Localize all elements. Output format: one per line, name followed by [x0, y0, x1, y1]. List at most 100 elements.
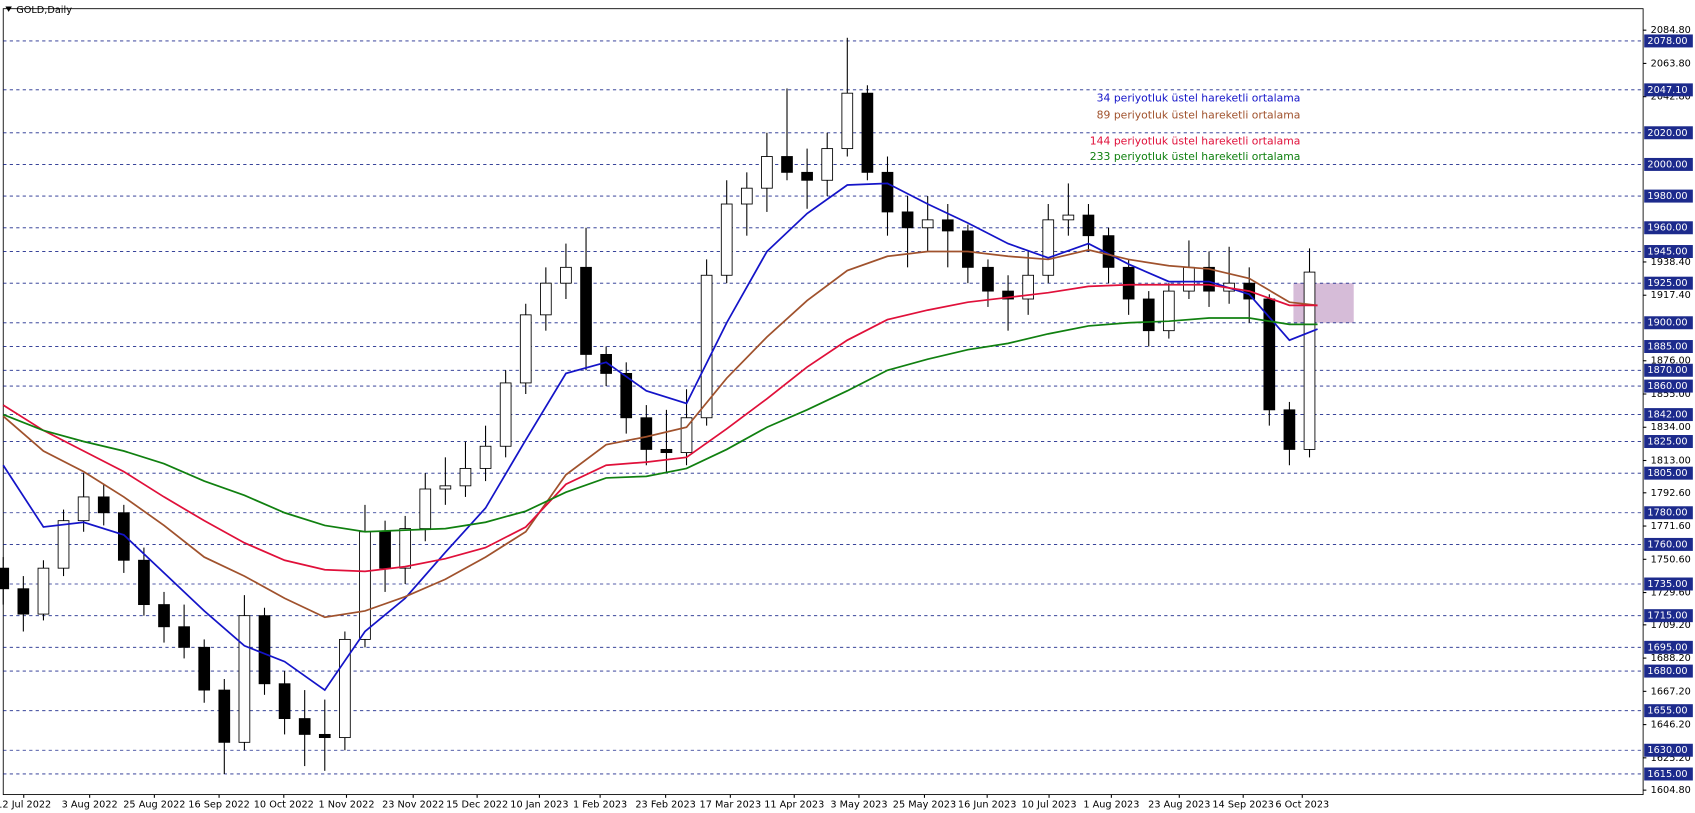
x-tick-label: 16 Sep 2022: [188, 799, 250, 810]
candle-body: [740, 187, 753, 205]
level-label-box: [1644, 767, 1693, 781]
candle-body: [419, 488, 432, 530]
candle-body: [278, 683, 291, 720]
x-tick-label: 3 Aug 2022: [62, 799, 118, 810]
level-label-box: [1644, 664, 1693, 678]
candle-body: [1283, 409, 1296, 450]
level-label: 1825.00: [1647, 437, 1687, 448]
level-label-box: [1644, 221, 1693, 235]
candle-body: [560, 266, 572, 284]
level-label: 1780.00: [1647, 508, 1687, 519]
chart-title: GOLD,Daily: [16, 5, 72, 16]
y-tick-label: 1855.00: [1651, 389, 1691, 400]
candle-body: [198, 646, 211, 691]
level-label-box: [1644, 157, 1693, 171]
candle-body: [580, 266, 592, 355]
candle-body: [1263, 298, 1276, 411]
y-tick-label: 1792.60: [1651, 488, 1691, 499]
x-tick-label: 23 Aug 2023: [1148, 799, 1210, 810]
candle-body: [178, 626, 190, 648]
x-tick-label: 1 Feb 2023: [573, 799, 627, 810]
level-label: 1925.00: [1647, 278, 1687, 289]
level-label-box: [1644, 577, 1693, 591]
x-tick-label: 17 Mar 2023: [700, 799, 762, 810]
candle-body: [1062, 214, 1075, 221]
candle-body: [37, 567, 50, 615]
level-label-box: [1644, 408, 1693, 422]
level-label-box: [1644, 245, 1693, 258]
candle-body: [439, 485, 452, 490]
candle-body: [1162, 290, 1175, 332]
level-label-box: [1644, 34, 1693, 48]
y-tick-label: 1813.00: [1651, 456, 1691, 467]
level-label: 1870.00: [1647, 365, 1687, 376]
y-tick-label: 1834.00: [1651, 422, 1691, 433]
y-tick-label: 2063.80: [1651, 58, 1691, 69]
candle-body: [298, 718, 311, 735]
candle-body: [519, 314, 532, 384]
candle-body: [821, 148, 834, 181]
y-tick-label: 1771.60: [1651, 521, 1691, 532]
candle-body: [700, 274, 713, 419]
candle-body: [640, 417, 653, 450]
level-label: 1630.00: [1647, 745, 1687, 756]
candle-body: [680, 417, 693, 454]
menu-arrow: [5, 6, 12, 12]
y-tick-label: 1876.00: [1651, 356, 1691, 367]
candle-body: [1002, 290, 1014, 300]
level-label-box: [1644, 363, 1693, 377]
level-label: 1735.00: [1647, 579, 1687, 590]
x-tick-label: 23 Feb 2023: [635, 799, 696, 810]
y-tick-label: 1729.60: [1651, 588, 1691, 599]
candle-body: [57, 520, 70, 569]
candle-body: [318, 733, 331, 739]
y-tick-label: 2042.80: [1651, 92, 1691, 103]
ema-line: [2, 249, 1318, 619]
candle-body: [861, 92, 874, 173]
y-tick-label: 1604.80: [1651, 785, 1691, 796]
x-tick-label: 10 Jul 2023: [1022, 799, 1077, 810]
level-label-box: [1644, 340, 1693, 353]
legend-entry: 233 periyotluk üstel hareketli ortalama: [1090, 150, 1301, 163]
candle-body: [1203, 266, 1215, 292]
x-tick-label: 15 Dec 2022: [446, 799, 508, 810]
candle-body: [138, 559, 150, 606]
candle-body: [77, 496, 90, 522]
level-label: 1980.00: [1647, 191, 1687, 202]
level-label: 1842.00: [1647, 410, 1687, 421]
y-tick-label: 1667.20: [1651, 686, 1691, 697]
legend-entry: 34 periyotluk üstel hareketli ortalama: [1097, 91, 1301, 104]
candle-body: [258, 615, 271, 685]
y-tick-label: 1646.20: [1651, 720, 1691, 731]
level-label: 1885.00: [1647, 342, 1687, 353]
level-label-box: [1644, 537, 1693, 551]
x-tick-label: 1 Nov 2022: [318, 799, 374, 810]
candle-body: [1042, 219, 1055, 276]
y-tick-label: 1709.20: [1651, 620, 1691, 631]
x-tick-label: 14 Sep 2023: [1212, 799, 1274, 810]
candle-body: [1022, 274, 1034, 300]
x-tick-label: 11 Apr 2023: [764, 799, 824, 810]
x-tick-label: 3 May 2023: [830, 799, 887, 810]
y-tick-label: 1625.20: [1651, 753, 1691, 764]
level-label: 2078.00: [1647, 36, 1687, 47]
level-label: 1945.00: [1647, 247, 1687, 258]
level-label: 2047.10: [1647, 85, 1687, 96]
level-label: 1695.00: [1647, 642, 1687, 653]
candle-body: [158, 604, 170, 628]
candle-body: [399, 528, 412, 569]
candle-body: [901, 211, 914, 229]
ema-line: [2, 317, 1318, 533]
level-label-box: [1644, 704, 1693, 718]
level-label: 1615.00: [1647, 769, 1687, 780]
level-label-box: [1644, 435, 1693, 448]
x-tick-label: 16 Jun 2023: [958, 799, 1016, 810]
level-label: 1680.00: [1647, 666, 1687, 677]
candle-body: [941, 219, 954, 232]
candle-body: [720, 203, 733, 276]
candle-body: [359, 531, 371, 640]
candle-body: [238, 615, 251, 743]
candle-body: [962, 230, 974, 268]
